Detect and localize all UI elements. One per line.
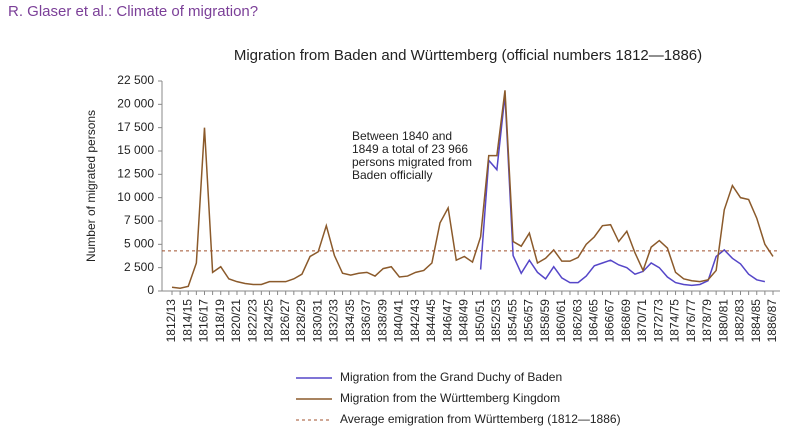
x-tick-label: 1886/87	[765, 299, 779, 343]
x-tick-label: 1840/41	[392, 299, 406, 343]
x-tick-label: 1876/77	[684, 299, 698, 343]
series-line	[479, 94, 766, 287]
chart-title: Migration from Baden and Württemberg (of…	[234, 47, 702, 64]
x-tick-label: 1828/29	[294, 299, 308, 343]
annotation: 1849 a total of 23 966	[352, 142, 468, 156]
header: R. Glaser et al.: Climate of migration?	[8, 3, 258, 20]
x-tick-label: 1826/27	[278, 299, 292, 343]
x-tick-label: 1820/21	[229, 299, 243, 343]
x-tick-label: 1872/73	[651, 299, 665, 343]
y-tick-label: 5 000	[124, 237, 154, 251]
x-tick-label: 1848/49	[457, 299, 471, 343]
y-tick-label: 20 000	[117, 97, 154, 111]
x-tick-label: 1884/85	[749, 299, 763, 343]
x-tick-label: 1862/63	[570, 299, 584, 343]
y-tick-label: 7 500	[124, 213, 154, 227]
y-tick-label: 10 000	[117, 190, 154, 204]
series-line	[171, 90, 774, 289]
x-tick-label: 1874/75	[668, 299, 682, 343]
x-tick-label: 1830/31	[310, 299, 324, 343]
y-tick-label: 17 500	[117, 120, 154, 134]
x-tick-label: 1866/67	[603, 299, 617, 343]
x-tick-label: 1818/19	[213, 299, 227, 343]
legend-label: Average emigration from Württemberg (181…	[340, 412, 621, 426]
annotation: Between 1840 and	[352, 129, 452, 143]
x-tick-label: 1864/65	[586, 299, 600, 343]
x-tick-label: 1852/53	[489, 299, 503, 343]
x-tick-label: 1882/83	[733, 299, 747, 343]
x-tick-label: 1824/25	[262, 299, 276, 343]
x-tick-label: 1860/61	[554, 299, 568, 343]
y-tick-label: 2 500	[124, 260, 154, 274]
y-tick-label: 22 500	[117, 73, 154, 87]
x-tick-label: 1834/35	[343, 299, 357, 343]
x-tick-label: 1822/23	[245, 299, 259, 343]
x-tick-label: 1870/71	[635, 299, 649, 343]
x-tick-label: 1854/55	[505, 299, 519, 343]
y-tick-label: 12 500	[117, 167, 154, 181]
annotation: persons migrated from	[352, 155, 472, 169]
legend-label: Migration from the Württemberg Kingdom	[340, 391, 560, 405]
x-tick-label: 1844/45	[424, 299, 438, 343]
x-tick-label: 1832/33	[327, 299, 341, 343]
x-tick-label: 1838/39	[375, 299, 389, 343]
x-tick-label: 1814/15	[180, 299, 194, 343]
y-tick-label: 15 000	[117, 143, 154, 157]
x-tick-label: 1812/13	[164, 299, 178, 343]
x-tick-label: 1868/69	[619, 299, 633, 343]
x-tick-label: 1816/17	[197, 299, 211, 343]
annotation: Baden officially	[352, 168, 433, 182]
legend-label: Migration from the Grand Duchy of Baden	[340, 370, 562, 384]
x-tick-label: 1846/47	[440, 299, 454, 343]
x-tick-label: 1878/79	[700, 299, 714, 343]
x-tick-label: 1880/81	[716, 299, 730, 343]
x-tick-label: 1836/37	[359, 299, 373, 343]
x-tick-label: 1858/59	[538, 299, 552, 343]
x-tick-label: 1850/51	[473, 299, 487, 343]
y-axis-label: Number of migrated persons	[84, 110, 98, 262]
x-tick-label: 1856/57	[522, 299, 536, 343]
x-tick-label: 1842/43	[408, 299, 422, 343]
y-tick-label: 0	[147, 283, 154, 297]
